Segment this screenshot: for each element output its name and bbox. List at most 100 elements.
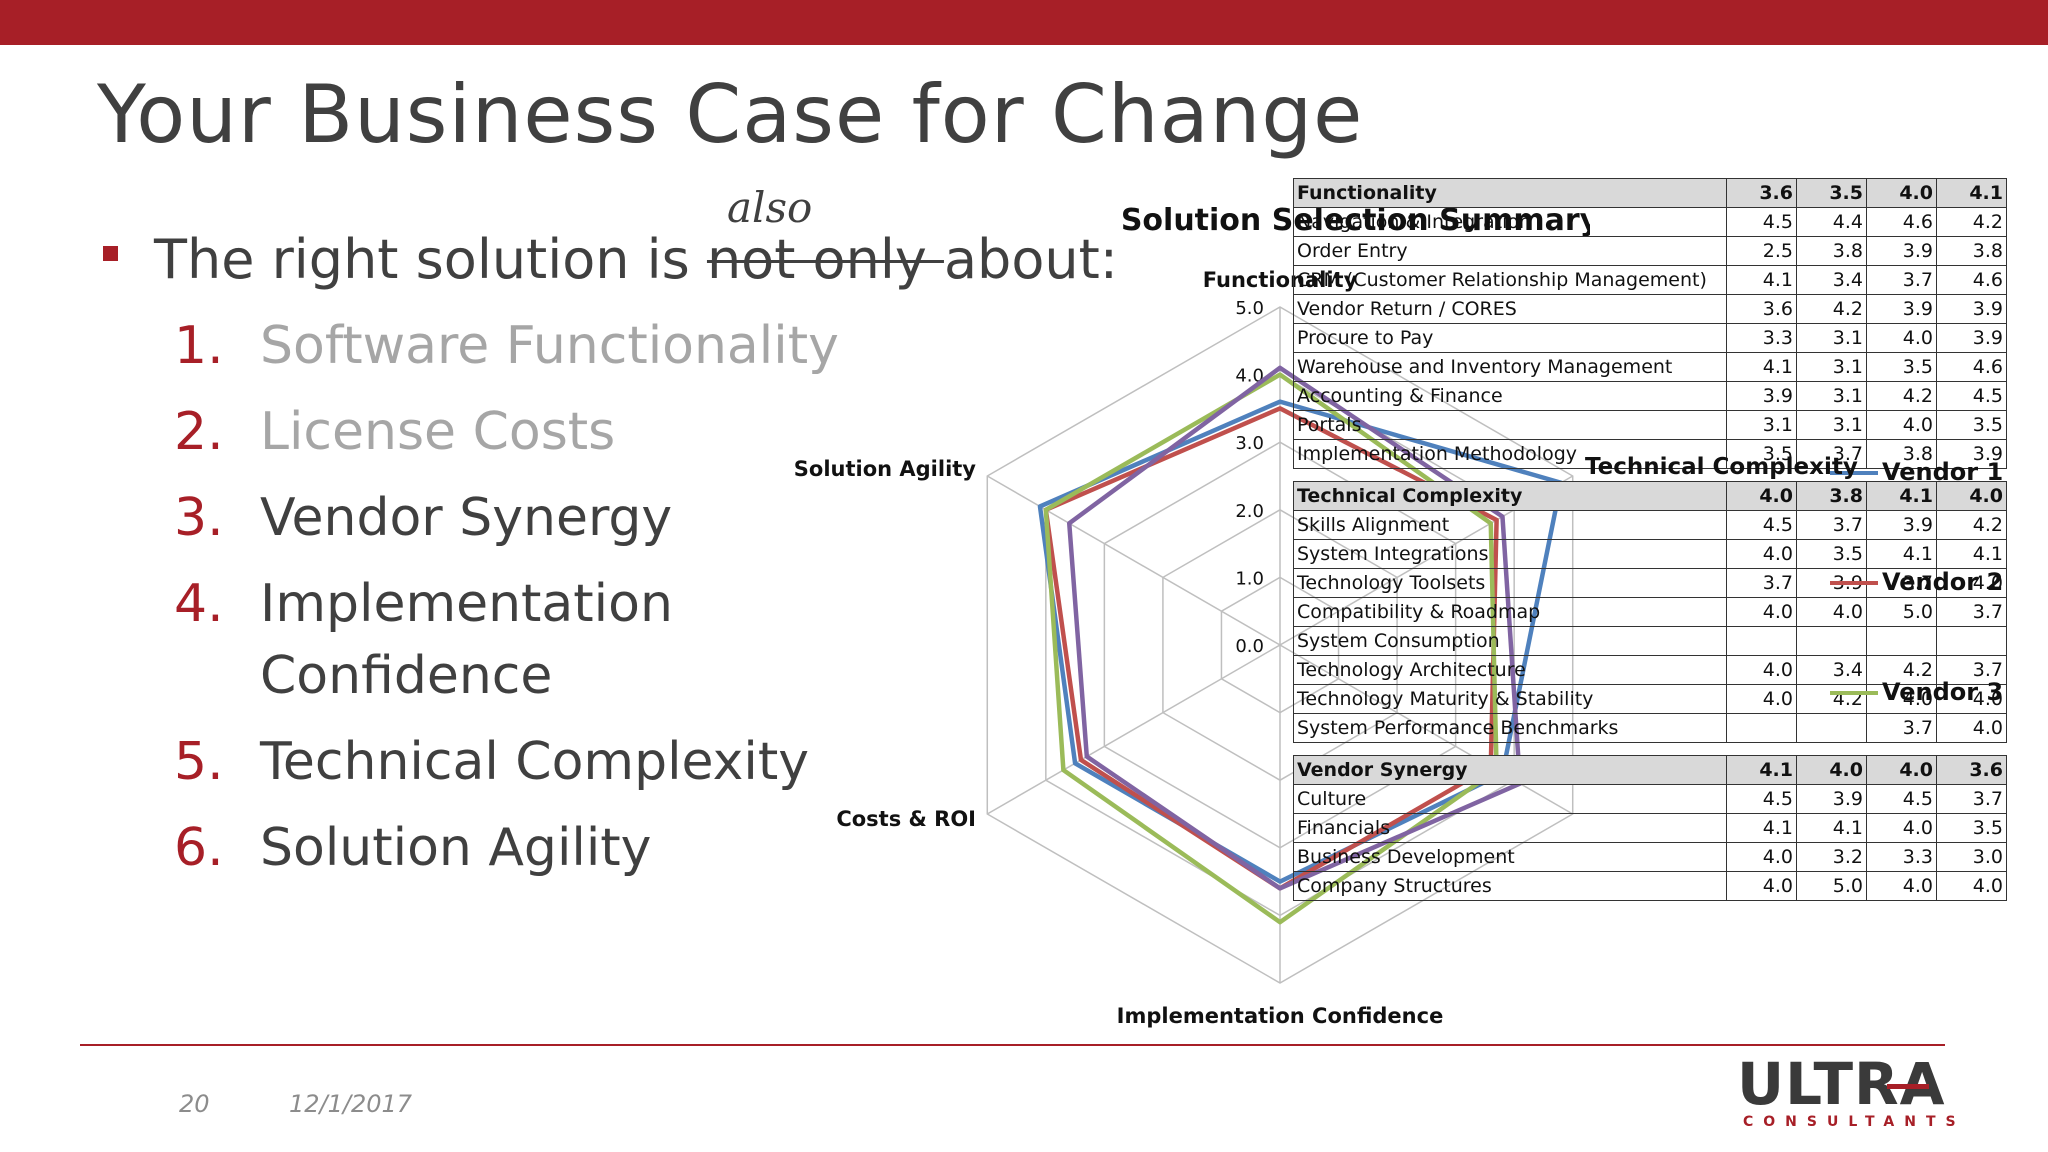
table-value-cell: 4.0 — [1866, 871, 1937, 901]
table-value-cell: 3.1 — [1796, 352, 1867, 382]
footer-divider — [80, 1044, 1945, 1046]
table-value-cell — [1726, 713, 1797, 743]
table-row: System Integrations 4.0 3.5 4.1 4.1 — [1293, 539, 2007, 569]
slide-date: 12/1/2017 — [289, 1090, 413, 1118]
table-section-header: Vendor Synergy 4.1 4.0 4.0 3.6 — [1293, 755, 2007, 785]
axis-label: Costs & ROI — [836, 807, 976, 831]
table-value-cell: 4.0 — [1726, 597, 1797, 627]
table-row: Accounting & Finance 3.9 3.1 4.2 4.5 — [1293, 381, 2007, 411]
legend-label: Vendor 1 — [1882, 458, 2004, 486]
table-value-cell: 3.5 — [1936, 813, 2007, 843]
table-value-cell — [1866, 626, 1937, 656]
list-item: 1. Software Functionality — [174, 316, 839, 376]
logo-subtext: CONSULTANTS — [1743, 1114, 1966, 1130]
table-value-cell — [1726, 626, 1797, 656]
list-text: Implementation — [260, 574, 673, 634]
tick-label: 3.0 — [1235, 433, 1264, 454]
list-number: 1. — [174, 316, 224, 376]
table-value-cell: 3.1 — [1796, 381, 1867, 411]
table-spacer — [1294, 743, 2007, 756]
list-text: Technical Complexity — [260, 732, 809, 792]
list-item: 5. Technical Complexity — [174, 732, 809, 792]
axis-label: Implementation Confidence — [1117, 1004, 1444, 1028]
table-label-cell: Vendor Synergy — [1293, 755, 1727, 785]
table-value-cell — [1796, 626, 1867, 656]
table-row: CRM (Customer Relationship Management) 4.… — [1293, 265, 2007, 295]
table-label-cell: Functionality — [1293, 178, 1727, 208]
table-value-cell: 4.1 — [1726, 265, 1797, 295]
legend-swatch — [1830, 691, 1878, 695]
table-value-cell: 3.8 — [1796, 481, 1867, 511]
table-row: Company Structures 4.0 5.0 4.0 4.0 — [1293, 871, 2007, 901]
list-item: 3. Vendor Synergy — [174, 488, 672, 548]
table-value-cell: 3.7 — [1866, 265, 1937, 295]
table-value-cell: 4.2 — [1866, 381, 1937, 411]
table-value-cell: 4.1 — [1796, 813, 1867, 843]
table-value-cell: 3.6 — [1726, 294, 1797, 324]
table-label-cell: Procure to Pay — [1293, 323, 1727, 353]
table-value-cell: 4.5 — [1726, 207, 1797, 237]
table-value-cell: 3.8 — [1796, 236, 1867, 266]
table-value-cell: 3.9 — [1796, 784, 1867, 814]
axis-label-overlay: Technical Complexity — [1585, 454, 1858, 480]
table-row: Skills Alignment 4.5 3.7 3.9 4.2 — [1293, 510, 2007, 540]
table-label-cell: Implementation Methodology — [1293, 439, 1727, 469]
list-item: 6. Solution Agility — [174, 818, 651, 878]
table-value-cell: 4.1 — [1866, 539, 1937, 569]
list-item-continuation: Confidence — [260, 646, 553, 706]
table-value-cell: 3.9 — [1936, 323, 2007, 353]
inserted-word: also — [727, 183, 813, 232]
table-row: Vendor Return / CORES 3.6 4.2 3.9 3.9 — [1293, 294, 2007, 324]
table-value-cell: 4.0 — [1796, 597, 1867, 627]
table-value-cell: 4.0 — [1866, 178, 1937, 208]
table-value-cell: 4.2 — [1796, 294, 1867, 324]
table-value-cell: 3.0 — [1936, 842, 2007, 872]
list-number: 4. — [174, 574, 224, 634]
list-text: Vendor Synergy — [260, 488, 673, 548]
table-label-cell: Technical Complexity — [1293, 481, 1727, 511]
table-label-cell: Order Entry — [1293, 236, 1727, 266]
company-logo: ULTRA CONSULTANTS — [1737, 1050, 1956, 1130]
table-value-cell: 3.7 — [1936, 784, 2007, 814]
lead-sentence: The right solution is not only about: — [154, 228, 1118, 291]
legend-swatch — [1830, 471, 1878, 475]
table-value-cell: 4.0 — [1726, 481, 1797, 511]
table-label-cell: Technology Maturity & Stability — [1293, 684, 1727, 714]
list-number: 6. — [174, 818, 224, 878]
list-text: Solution Agility — [260, 818, 652, 878]
table-value-cell: 4.0 — [1866, 410, 1937, 440]
table-value-cell: 4.0 — [1936, 684, 2007, 714]
table-value-cell: 3.1 — [1726, 410, 1797, 440]
table-value-cell: 4.1 — [1726, 352, 1797, 382]
axis-spoke — [986, 475, 1281, 646]
table-value-cell: 4.0 — [1936, 713, 2007, 743]
table-spacer-cell — [1294, 743, 2007, 756]
slide-title: Your Business Case for Change — [97, 68, 1364, 161]
legend-item: Vendor 2 — [1830, 568, 2003, 596]
table-value-cell: 3.9 — [1866, 236, 1937, 266]
table-value-cell: 3.5 — [1726, 439, 1797, 469]
table-value-cell — [1796, 713, 1867, 743]
table-value-cell: 4.0 — [1866, 684, 1937, 714]
table-row: Warehouse and Inventory Management 4.1 3.1… — [1293, 352, 2007, 382]
table-value-cell: 3.3 — [1726, 323, 1797, 353]
table-value-cell: 4.0 — [1726, 539, 1797, 569]
table-label-cell: Navigation & Integration — [1293, 207, 1727, 237]
table-value-cell: 4.5 — [1726, 784, 1797, 814]
tick-label: 2.0 — [1235, 501, 1264, 522]
table-row: Navigation & Integration 4.5 4.4 4.6 4.2 — [1293, 207, 2007, 237]
table-value-cell: 3.6 — [1936, 755, 2007, 785]
table-value-cell: 4.5 — [1936, 381, 2007, 411]
table-label-cell: Portals — [1293, 410, 1727, 440]
table-section-header: Functionality 3.6 3.5 4.0 4.1 — [1293, 178, 2007, 208]
legend-label: Vendor 2 — [1882, 568, 2004, 596]
table-value-cell: 3.3 — [1866, 842, 1937, 872]
tick-label: 1.0 — [1235, 568, 1264, 589]
table-label-cell: System Performance Benchmarks — [1293, 713, 1727, 743]
table-row: Technology Architecture 4.0 3.4 4.2 3.7 — [1293, 655, 2007, 685]
bullet-square-icon — [103, 246, 118, 261]
table-value-cell: 3.9 — [1936, 439, 2007, 469]
table-value-cell: 4.1 — [1726, 755, 1797, 785]
table-value-cell: 2.5 — [1726, 236, 1797, 266]
